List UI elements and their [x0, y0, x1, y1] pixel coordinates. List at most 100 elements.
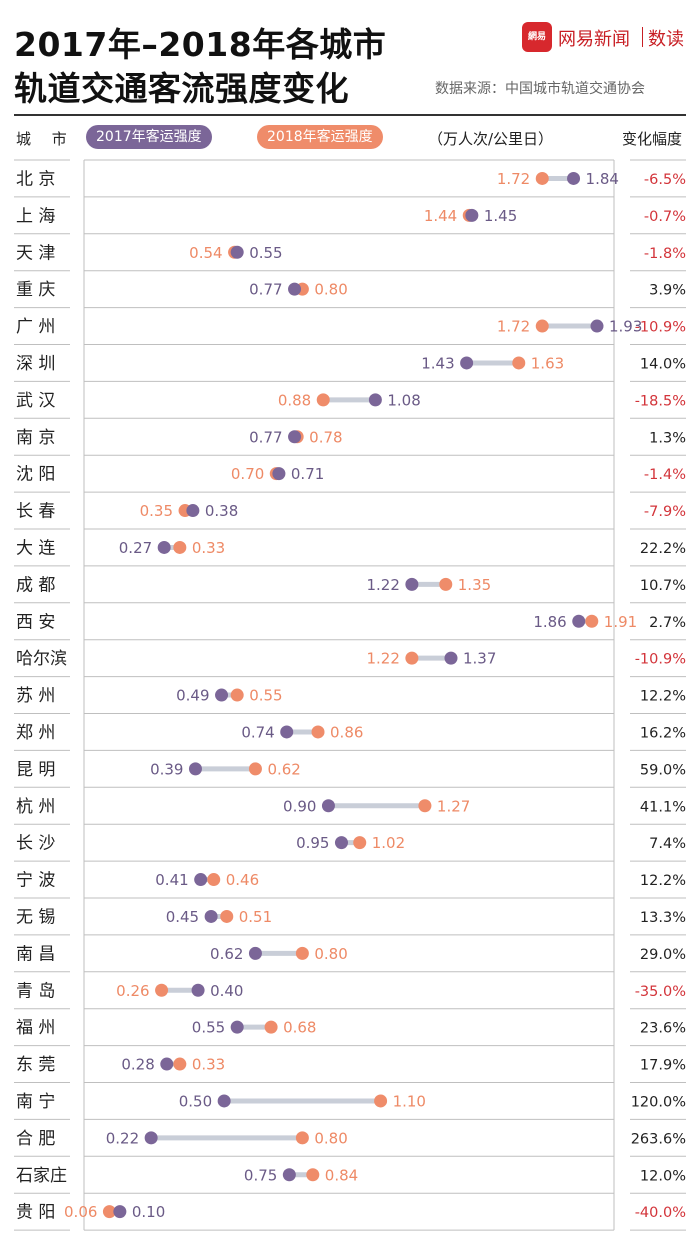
city-label: 哈尔滨	[16, 649, 67, 669]
dot-2017	[460, 356, 474, 370]
city-label: 昆 明	[16, 760, 55, 780]
dot-2018	[102, 1205, 116, 1219]
dot-2018	[248, 762, 262, 776]
value-label-2018: 0.06	[64, 1203, 97, 1221]
dot-2017	[188, 762, 202, 776]
change-value: 12.0%	[640, 1168, 686, 1184]
value-label-2017: 0.77	[249, 428, 282, 446]
column-header-city: 城 市	[16, 130, 75, 148]
dot-2018	[230, 688, 244, 702]
dot-2018	[311, 725, 325, 739]
dot-2017	[288, 282, 302, 296]
value-label-2018: 1.10	[393, 1092, 426, 1110]
page-title-line2: 轨道交通客流强度变化	[14, 69, 349, 108]
dot-2017	[465, 208, 479, 222]
change-value: 12.2%	[640, 689, 686, 705]
city-label: 东 莞	[16, 1055, 55, 1075]
city-label: 杭 州	[16, 797, 55, 817]
change-value: 22.2%	[640, 541, 686, 557]
dot-2017	[248, 946, 262, 960]
change-value: 41.1%	[640, 799, 686, 815]
netease-logo-icon: 網易	[522, 22, 552, 52]
change-value: -1.4%	[644, 467, 686, 483]
value-label-2018: 1.72	[497, 170, 530, 188]
change-value: -10.9%	[635, 320, 686, 336]
value-label-2017: 0.28	[121, 1056, 154, 1074]
city-label: 合 肥	[16, 1129, 55, 1149]
value-label-2018: 0.78	[309, 428, 342, 446]
value-label-2017: 0.55	[249, 244, 282, 262]
dot-2017	[230, 1020, 244, 1034]
value-label-2017: 0.90	[283, 797, 316, 815]
change-value: -1.8%	[644, 246, 686, 262]
dot-2017	[334, 836, 348, 850]
value-label-2018: 0.88	[278, 391, 311, 409]
value-label-2017: 0.62	[210, 945, 243, 963]
dot-2018	[295, 946, 309, 960]
city-label: 苏 州	[16, 686, 55, 706]
value-label-2017: 0.38	[205, 502, 238, 520]
value-label-2018: 0.26	[116, 982, 149, 1000]
dot-2017	[572, 614, 586, 628]
change-value: 263.6%	[631, 1131, 686, 1147]
dot-2017	[282, 1168, 296, 1182]
dot-2018	[220, 909, 234, 923]
value-label-2017: 1.45	[484, 207, 517, 225]
value-label-2018: 1.22	[366, 650, 399, 668]
dot-2018	[439, 577, 453, 591]
value-label-2018: 0.62	[267, 760, 300, 778]
city-label: 北 京	[16, 169, 55, 189]
change-value: -7.9%	[644, 504, 686, 520]
dot-2017	[157, 540, 171, 554]
value-label-2018: 1.27	[437, 797, 470, 815]
change-value: -35.0%	[635, 984, 686, 1000]
value-label-2018: 0.33	[192, 539, 225, 557]
dot-2018	[173, 540, 187, 554]
city-label: 长 春	[16, 502, 55, 522]
change-value: 16.2%	[640, 725, 686, 741]
value-label-2017: 0.49	[176, 687, 209, 705]
value-label-2018: 0.54	[189, 244, 222, 262]
dot-2017	[160, 1057, 174, 1071]
change-value: -18.5%	[635, 393, 686, 409]
city-label: 无 锡	[16, 907, 55, 927]
value-label-2017: 0.40	[210, 982, 243, 1000]
value-label-2018: 1.35	[458, 576, 491, 594]
change-value: -10.9%	[635, 652, 686, 668]
value-label-2018: 0.33	[192, 1056, 225, 1074]
city-label: 大 连	[16, 538, 55, 558]
change-value: 120.0%	[631, 1094, 686, 1110]
city-label: 沈 阳	[16, 465, 55, 485]
city-label: 上 海	[16, 206, 55, 226]
value-label-2017: 1.84	[586, 170, 619, 188]
value-label-2017: 1.43	[421, 354, 454, 372]
change-value: 23.6%	[640, 1021, 686, 1037]
change-value: 59.0%	[640, 762, 686, 778]
dot-2018	[512, 356, 526, 370]
dot-2017	[186, 504, 200, 518]
value-label-2017: 1.37	[463, 650, 496, 668]
city-label: 福 州	[16, 1018, 55, 1038]
dot-2018	[155, 983, 169, 997]
dot-2017	[444, 651, 458, 665]
dot-2018	[295, 1131, 309, 1145]
change-value: 1.3%	[649, 430, 686, 446]
change-value: -0.7%	[644, 209, 686, 225]
value-label-2017: 0.41	[155, 871, 188, 889]
change-value: 13.3%	[640, 910, 686, 926]
value-label-2017: 0.45	[166, 908, 199, 926]
city-label: 天 津	[16, 243, 55, 263]
city-label: 西 安	[16, 612, 55, 632]
change-value: 29.0%	[640, 947, 686, 963]
dot-2018	[173, 1057, 187, 1071]
city-label: 深 圳	[16, 354, 55, 374]
dot-2017	[230, 245, 244, 259]
city-label: 郑 州	[16, 723, 55, 743]
value-label-2017: 0.77	[249, 281, 282, 299]
dot-2018	[316, 393, 330, 407]
dot-2017	[321, 799, 335, 813]
page-title-line1: 2017年–2018年各城市	[14, 25, 387, 64]
value-label-2017: 0.27	[119, 539, 152, 557]
value-label-2018: 0.86	[330, 723, 363, 741]
